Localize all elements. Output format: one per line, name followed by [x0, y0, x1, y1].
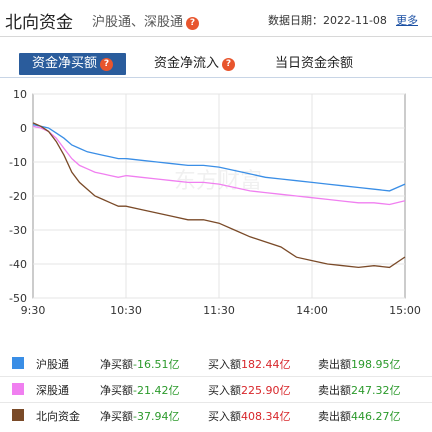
series-line-3	[32, 122, 406, 269]
y-tick-label: -40	[9, 258, 27, 271]
legend-series-name: 深股通	[36, 384, 69, 397]
y-tick-label: -50	[9, 292, 27, 305]
header: 北向资金 沪股通、深股通? 数据日期：2022-11-08 更多	[0, 0, 432, 36]
net-buy: 净买额-21.42亿	[100, 382, 179, 398]
buy-amount: 买入额225.90亿	[208, 382, 291, 398]
tab-net-buy-label: 资金净买额	[31, 56, 97, 71]
series-line-1	[32, 123, 406, 192]
buy-amount-value: 408.34亿	[241, 410, 291, 423]
legend-swatch	[12, 383, 24, 395]
legend-divider	[0, 376, 432, 377]
page-title: 北向资金	[5, 13, 73, 33]
buy-amount-label: 买入额	[208, 410, 241, 423]
legend-row: 沪股通 净买额-16.51亿 买入额182.44亿 卖出额198.95亿	[0, 354, 432, 374]
buy-amount: 买入额182.44亿	[208, 356, 291, 372]
sell-amount-value: 446.27亿	[351, 410, 401, 423]
legend-row: 北向资金 净买额-37.94亿 买入额408.34亿 卖出额446.27亿	[0, 406, 432, 426]
buy-amount-label: 买入额	[208, 384, 241, 397]
buy-amount: 买入额408.34亿	[208, 408, 291, 424]
legend-swatch	[12, 409, 24, 421]
sell-amount-value: 247.32亿	[351, 384, 401, 397]
x-tick-label: 14:00	[296, 304, 328, 317]
x-tick-label: 15:00	[389, 304, 421, 317]
legend-divider	[0, 402, 432, 403]
net-buy-value: -37.94亿	[133, 410, 180, 423]
y-tick-label: -30	[9, 224, 27, 237]
y-tick-label: 10	[13, 88, 27, 101]
legend-series-name: 沪股通	[36, 358, 69, 371]
sell-amount: 卖出额247.32亿	[318, 382, 401, 398]
tab-net-inflow-label: 资金净流入	[154, 56, 220, 71]
sell-amount: 卖出额446.27亿	[318, 408, 401, 424]
x-tick-label: 11:30	[203, 304, 235, 317]
sell-amount: 卖出额198.95亿	[318, 356, 401, 372]
x-tick-label: 9:30	[21, 304, 46, 317]
legend-series-name: 北向资金	[36, 410, 80, 423]
net-buy-value: -16.51亿	[133, 358, 180, 371]
help-icon[interactable]: ?	[100, 58, 113, 71]
legend-swatch	[12, 357, 24, 369]
tab-bar: 资金净买额? 资金净流入? 当日资金余额	[0, 50, 432, 78]
tab-balance-label: 当日资金余额	[275, 56, 354, 71]
x-tick-label: 10:30	[110, 304, 142, 317]
buy-amount-value: 225.90亿	[241, 384, 291, 397]
y-tick-label: -20	[9, 190, 27, 203]
subtitle-text: 沪股通、深股通	[92, 15, 184, 30]
net-buy-label: 净买额	[100, 410, 133, 423]
sell-amount-label: 卖出额	[318, 358, 351, 371]
header-divider	[0, 36, 432, 37]
net-buy-value: -21.42亿	[133, 384, 180, 397]
sell-amount-label: 卖出额	[318, 410, 351, 423]
net-buy-label: 净买额	[100, 358, 133, 371]
tab-net-buy[interactable]: 资金净买额?	[19, 53, 126, 75]
net-buy-label: 净买额	[100, 384, 133, 397]
subtitle: 沪股通、深股通?	[92, 11, 200, 30]
sell-amount-value: 198.95亿	[351, 358, 401, 371]
date-value: 2022-11-08	[323, 14, 387, 27]
y-tick-label: -10	[9, 156, 27, 169]
help-icon[interactable]: ?	[186, 17, 200, 30]
series-line-2	[32, 125, 406, 206]
help-icon[interactable]: ?	[222, 58, 236, 71]
net-buy: 净买额-16.51亿	[100, 356, 179, 372]
more-link[interactable]: 更多	[396, 14, 418, 27]
sell-amount-label: 卖出额	[318, 384, 351, 397]
buy-amount-value: 182.44亿	[241, 358, 291, 371]
tab-balance[interactable]: 当日资金余额	[275, 53, 353, 75]
tab-divider	[0, 77, 432, 78]
y-tick-label: 0	[20, 122, 27, 135]
buy-amount-label: 买入额	[208, 358, 241, 371]
tab-net-inflow[interactable]: 资金净流入?	[154, 53, 236, 75]
northbound-flow-chart[interactable]: 东方财富 100-10-20-30-40-509:30 10:30 11:30 14:…	[0, 80, 432, 340]
date-label: 数据日期：	[268, 14, 323, 27]
data-date: 数据日期：2022-11-08	[268, 12, 387, 28]
legend-row: 深股通 净买额-21.42亿 买入额225.90亿 卖出额247.32亿	[0, 380, 432, 400]
net-buy: 净买额-37.94亿	[100, 408, 179, 424]
